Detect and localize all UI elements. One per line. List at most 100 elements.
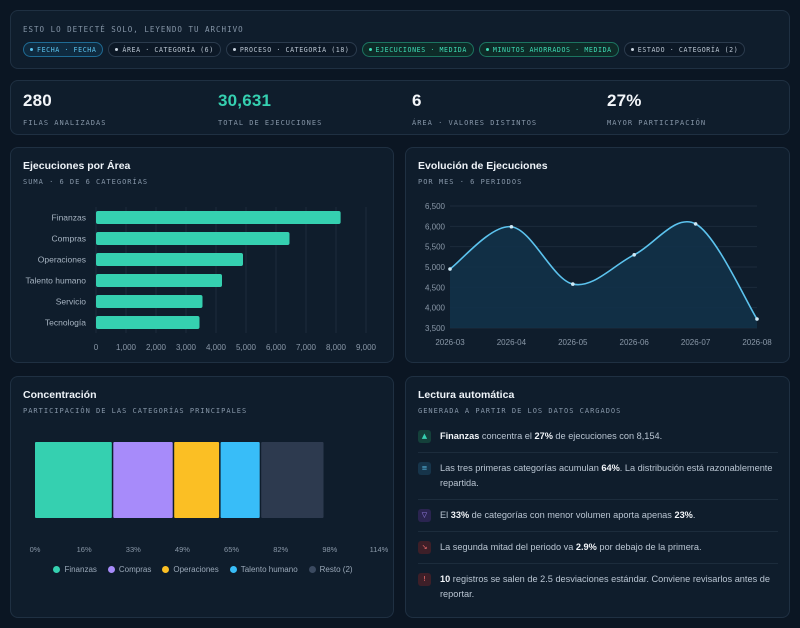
panel-title: Lectura automática	[418, 389, 515, 401]
category-label: Compras	[52, 234, 86, 244]
insight-text: Finanzas concentra el 27% de ejecuciones…	[440, 431, 663, 441]
legend-label: Talento humano	[240, 565, 298, 574]
chart-legend: Finanzas Compras Operaciones Talento humano…	[11, 565, 395, 574]
insight-list: ▲ Finanzas concentra el 27% de ejecucione…	[418, 429, 778, 618]
x-tick-label: 1,000	[116, 343, 137, 352]
legend-label: Finanzas	[64, 565, 97, 574]
x-tick-label: 2026-06	[620, 338, 650, 347]
kpi-value: 27%	[607, 91, 642, 110]
legend-label: Operaciones	[173, 565, 219, 574]
panel-subtitle: Suma · 6 de 6 categorías	[23, 178, 149, 186]
chip-label: Área · categoría (6)	[122, 45, 214, 54]
concentration-panel: Concentración Participación de las categ…	[10, 376, 394, 618]
chip-label: Ejecuciones · medida	[375, 45, 467, 54]
chip-label: Estado · categoría (2)	[637, 45, 739, 54]
kpi-rows: 280 Filas analizadas	[23, 91, 106, 127]
alert-icon: !	[418, 573, 431, 586]
y-tick-label: 6,000	[425, 222, 446, 231]
area-fill	[450, 221, 757, 328]
legend-label: Resto (2)	[319, 565, 353, 574]
bar	[96, 316, 200, 329]
insight-item: ! 10 registros se salen de 2.5 desviacion…	[418, 572, 778, 610]
field-chip[interactable]: Proceso · categoría (18)	[225, 42, 357, 57]
legend-label: Compras	[118, 565, 152, 574]
triangle-down-icon: ▽	[418, 509, 431, 522]
bar	[96, 232, 290, 245]
scale-label: 82%	[273, 545, 289, 554]
panel-title: Evolución de Ejecuciones	[418, 160, 548, 172]
scale-labels: 0% 16% 33% 49% 65% 82% 98% 114%	[11, 545, 395, 557]
x-tick-label: 2026-07	[681, 338, 711, 347]
bar	[96, 274, 222, 287]
panel-title: Ejecuciones por Área	[23, 160, 131, 172]
bar	[96, 253, 243, 266]
kpi-top-share: 27% Mayor participación	[607, 91, 706, 127]
field-chip[interactable]: Fecha · fecha	[23, 42, 104, 57]
list-icon: ≡	[418, 462, 431, 475]
panel-subtitle: Participación de las categorías principa…	[23, 407, 248, 415]
dot-icon	[30, 48, 33, 51]
category-label: Operaciones	[38, 255, 86, 265]
bar-chart-panel: Ejecuciones por Área Suma · 6 de 6 categ…	[10, 147, 394, 363]
insight-text: 10 registros se salen de 2.5 desviacione…	[440, 574, 770, 599]
data-point	[448, 267, 452, 271]
legend-item: Talento humano	[229, 565, 298, 574]
kpi-strip: 280 Filas analizadas 30,631 Total de eje…	[10, 80, 790, 135]
category-label: Tecnología	[45, 318, 86, 328]
legend-swatch	[107, 566, 115, 573]
kpi-areas: 6 Área · valores distintos	[412, 91, 537, 127]
data-point	[571, 282, 575, 286]
x-tick-label: 2026-03	[435, 338, 465, 347]
bar	[96, 295, 203, 308]
scale-label: 65%	[224, 545, 240, 554]
x-tick-label: 2026-08	[742, 338, 772, 347]
stacked-bar-chart	[35, 442, 324, 518]
auto-reading-panel: Lectura automática Generada a partir de …	[405, 376, 790, 618]
field-chip[interactable]: Minutos ahorrados · medida	[478, 42, 619, 57]
panel-subtitle: Por mes · 6 periodos	[418, 178, 523, 186]
segment-bar	[220, 442, 260, 518]
x-tick-label: 8,000	[326, 343, 347, 352]
segment-bar	[113, 442, 173, 518]
dot-icon	[232, 48, 236, 51]
x-tick-label: 3,000	[176, 343, 197, 352]
scale-label: 98%	[322, 545, 338, 554]
field-chip[interactable]: Ejecuciones · medida	[361, 42, 474, 57]
insight-item: ≡ Las tres primeras categorías acumulan 6…	[418, 461, 778, 500]
panel-title: Concentración	[23, 389, 97, 401]
data-point	[755, 317, 759, 321]
data-point	[509, 224, 514, 229]
field-chips: Fecha · fecha Área · categoría (6) Proceso…	[23, 42, 746, 57]
dot-icon	[368, 48, 372, 51]
chip-label: Minutos ahorrados · medida	[492, 45, 612, 54]
field-chip[interactable]: Estado · categoría (2)	[623, 42, 746, 57]
field-chip[interactable]: Área · categoría (6)	[108, 42, 221, 57]
y-tick-label: 3,500	[425, 324, 446, 333]
legend-item: Compras	[107, 565, 152, 574]
y-tick-label: 5,500	[425, 243, 446, 252]
dot-icon	[115, 48, 119, 51]
insight-item: ↘ La segunda mitad del periodo va 2.9% po…	[418, 540, 778, 564]
kpi-executions: 30,631 Total de ejecuciones	[218, 91, 322, 127]
dot-icon	[485, 48, 489, 51]
scale-label: 49%	[174, 545, 190, 554]
x-tick-label: 6,000	[266, 343, 287, 352]
legend-swatch	[229, 566, 237, 573]
y-tick-label: 4,000	[425, 304, 446, 313]
arrow-up-icon: ▲	[418, 430, 431, 443]
x-tick-label: 2026-04	[497, 338, 527, 347]
legend-item: Finanzas	[53, 565, 97, 574]
legend-swatch	[162, 566, 170, 573]
insight-text: La segunda mitad del periodo va 2.9% por…	[440, 542, 702, 552]
legend-swatch	[308, 566, 316, 573]
kpi-value: 6	[412, 91, 422, 110]
segment-bar	[35, 442, 112, 518]
x-tick-label: 5,000	[236, 343, 257, 352]
kpi-value: 30,631	[218, 91, 272, 110]
kpi-value: 280	[23, 91, 52, 110]
legend-item: Resto (2)	[308, 565, 353, 574]
insight-item: ▽ El 33% de categorías con menor volumen …	[418, 508, 778, 532]
line-chart: 3,500 4,000 4,500 5,000 5,500 6,000 6,500 2026-…	[425, 202, 772, 347]
data-point	[693, 222, 698, 226]
chip-label: Proceso · categoría (18)	[239, 45, 350, 54]
